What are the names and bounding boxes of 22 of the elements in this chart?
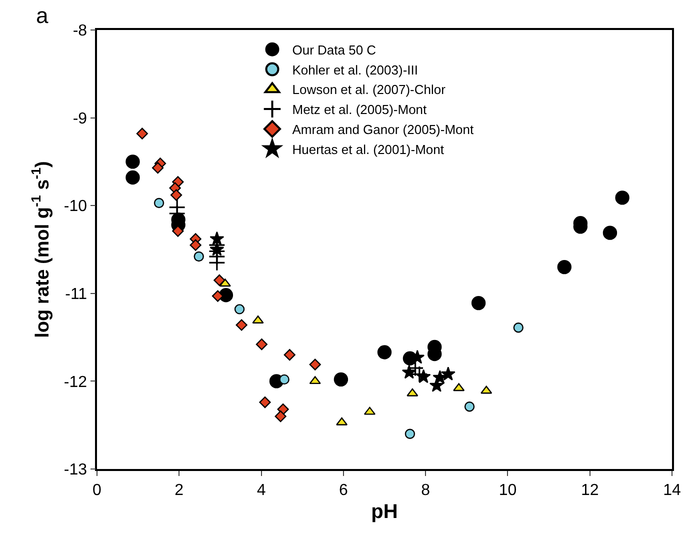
legend-label: Metz et al. (2005)-Mont xyxy=(292,102,428,118)
x-tick-label: 10 xyxy=(498,482,517,499)
legend-label: Lowson et al. (2007)-Chlor xyxy=(292,82,446,98)
y-tick-label: -9 xyxy=(72,110,88,128)
y-tick-label: -12 xyxy=(64,374,88,391)
x-tick-label: 6 xyxy=(338,482,348,499)
x-axis-title: pH xyxy=(371,500,398,523)
y-tick-label: -11 xyxy=(65,286,88,303)
y-tick-label: -13 xyxy=(64,462,88,479)
x-tick-label: 8 xyxy=(421,482,430,499)
legend-label: Our Data 50 C xyxy=(292,42,376,58)
x-tick-label: 12 xyxy=(580,482,599,499)
x-tick-label: 2 xyxy=(174,482,184,499)
legend-label: Huertas et al. (2001)-Mont xyxy=(292,142,444,157)
legend-label: Amram and Ganor (2005)-Mont xyxy=(292,122,474,138)
x-tick-label: 0 xyxy=(92,482,102,499)
legend-label: Kohler et al. (2003)-III xyxy=(292,62,418,78)
x-tick-label: 4 xyxy=(256,482,266,499)
y-tick-label: -10 xyxy=(64,198,88,216)
y-tick-label: -8 xyxy=(72,22,88,40)
text: a xyxy=(36,3,49,28)
x-tick-label: 14 xyxy=(663,482,681,499)
